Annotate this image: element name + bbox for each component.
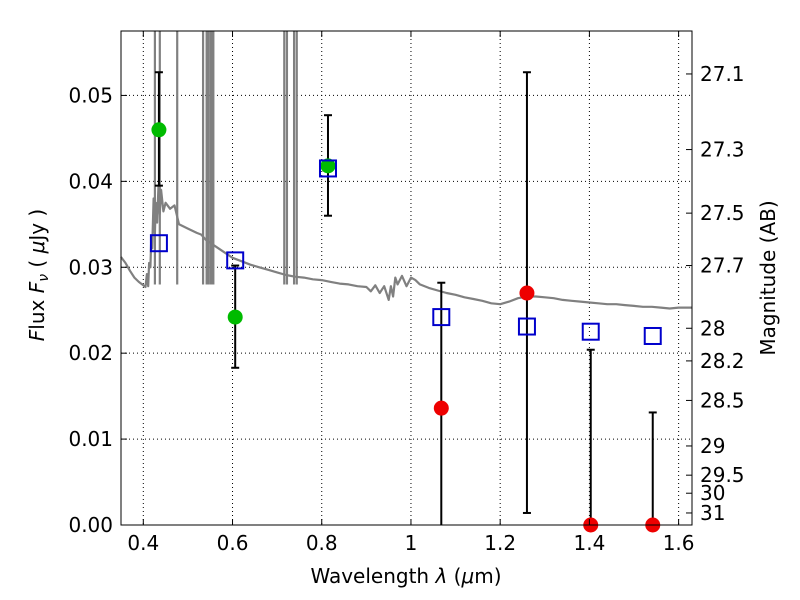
x-tick-label: 1.2	[484, 531, 516, 555]
x-axis-title: Wavelength λ (μm)	[310, 564, 501, 588]
mag-tick-label: 29.5	[700, 463, 745, 487]
x-tick-label: 1	[405, 531, 418, 555]
y-tick-label: 0.04	[68, 169, 113, 193]
model-point	[318, 159, 337, 178]
mag-tick-label: 28	[700, 316, 725, 340]
x-axis-title-text: Wavelength λ (μm)	[310, 564, 501, 588]
mag-tick-label: 27.1	[700, 62, 745, 86]
plot-area	[121, 31, 692, 525]
mag-tick-label: 30	[700, 481, 725, 505]
x-tick-label: 1.6	[663, 531, 695, 555]
mag-tick-label: 29	[700, 434, 725, 458]
x-tick-label: 1.4	[573, 531, 605, 555]
y-tick-label: 0.02	[68, 341, 113, 365]
markers	[149, 122, 662, 533]
axis-ticks: 0.4 0.6 0.8 1 1.2 1.4 1.6 0.00 0.01 0.02 0.03 0.04 0…	[68, 31, 745, 555]
mag-tick-label: 31	[700, 501, 725, 525]
x-tick-label: 0.4	[127, 531, 159, 555]
x-tick-label: 0.8	[306, 531, 338, 555]
y-axis-title: Flux Fν ( μJy )	[25, 209, 52, 341]
mag-tick-label: 27.7	[700, 254, 745, 278]
data-point	[320, 158, 336, 174]
data-point	[519, 285, 535, 301]
data-point	[227, 309, 243, 325]
model-point	[149, 234, 168, 253]
mag-tick-label: 27.5	[700, 201, 745, 225]
y-tick-label: 0.05	[68, 83, 113, 107]
mag-tick-label: 28.2	[700, 349, 745, 373]
model-point	[432, 308, 451, 327]
y-tick-label: 0.01	[68, 427, 113, 451]
x-tick-label: 0.6	[217, 531, 249, 555]
y-axis-title-text: Flux Fν ( μJy )	[25, 209, 52, 341]
plot-frame	[120, 30, 693, 526]
model-point	[643, 326, 662, 345]
model-point	[517, 317, 536, 336]
mag-tick-label: 27.3	[700, 138, 745, 162]
data-point	[433, 400, 449, 416]
y-axis-right-title: Magnitude (AB)	[756, 200, 780, 355]
y-tick-label: 0.03	[68, 255, 113, 279]
y-tick-label: 0.00	[68, 513, 113, 537]
mag-tick-label: 28.5	[700, 388, 745, 412]
model-point	[581, 322, 600, 341]
model-point	[226, 251, 245, 270]
data-point	[151, 122, 167, 138]
